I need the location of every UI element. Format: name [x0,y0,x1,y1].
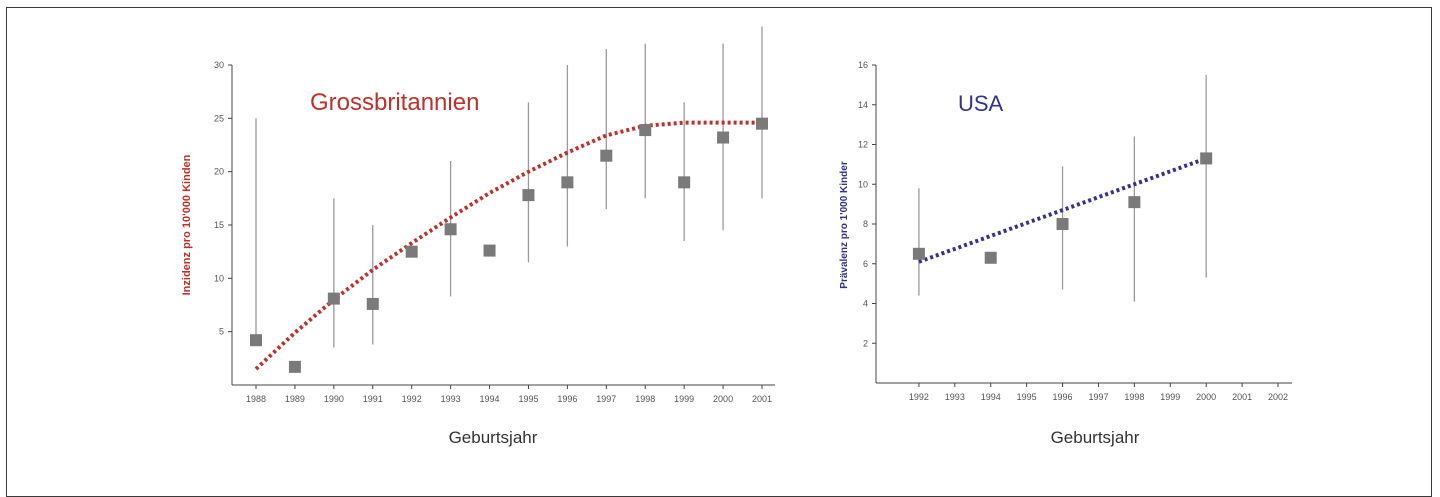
usa-x-tick-label: 1994 [981,392,1001,402]
uk-data-point [756,117,768,130]
usa-y-axis-label: Prävalenz pro 1'000 Kinder [839,161,850,289]
uk-data-point [366,297,379,310]
uk-data-point [600,149,613,162]
usa-y-tick-label: 8 [863,219,868,229]
uk-data-point [483,244,496,257]
uk-y-axis-label: Inzidenz pro 10'000 Kinden [181,154,193,295]
usa-x-tick-label: 1992 [909,392,929,402]
usa-y-tick-label: 12 [858,140,868,150]
usa-x-tick-label: 2000 [1196,392,1216,402]
usa-x-tick-label: 1996 [1053,392,1073,402]
uk-y-tick-label: 15 [214,220,224,230]
figure-canvas: Grossbritannien Inzidenz pro 10'000 Kind… [181,26,1292,447]
uk-x-tick-label: 1991 [363,394,383,404]
uk-chart: Grossbritannien Inzidenz pro 10'000 Kind… [181,26,775,447]
uk-x-axis-label: Geburtsjahr [449,428,538,447]
usa-y-tick-label: 10 [858,179,868,189]
uk-y-tick-label: 20 [214,167,224,177]
usa-trend-line [918,156,1207,264]
uk-x-tick-label: 2001 [752,394,772,404]
usa-x-tick-label: 2001 [1232,392,1252,402]
uk-data-point [639,124,652,137]
uk-x-tick-label: 1990 [324,394,344,404]
uk-data-point [717,131,730,144]
uk-x-tick-label: 1989 [285,394,305,404]
uk-x-tick-label: 1988 [246,394,266,404]
usa-y-tick-label: 2 [863,338,868,348]
usa-data-point [912,247,925,260]
usa-x-tick-label: 1995 [1017,392,1037,402]
usa-data-point [1200,152,1213,165]
usa-x-tick-label: 1998 [1124,392,1144,402]
usa-x-tick-label: 1993 [945,392,965,402]
uk-x-tick-label: 1994 [480,394,500,404]
usa-x-tick-label: 1999 [1160,392,1180,402]
usa-x-axis-label: Geburtsjahr [1051,428,1140,447]
usa-data-point [984,251,997,264]
uk-y-tick-label: 25 [214,113,224,123]
uk-data-point [678,176,691,189]
uk-data-point [444,223,457,236]
usa-data-point [1128,196,1141,209]
usa-y-tick-label: 4 [863,299,868,309]
uk-x-tick-label: 1999 [674,394,694,404]
uk-data-point [522,189,535,202]
usa-x-tick-label: 1997 [1088,392,1108,402]
uk-data-point [405,245,418,258]
usa-x-tick-label: 2002 [1268,392,1288,402]
uk-x-tick-label: 2000 [713,394,733,404]
uk-y-tick-label: 10 [214,273,224,283]
uk-x-tick-label: 1996 [557,394,577,404]
uk-data-point [327,292,340,305]
usa-chart: USA Prävalenz pro 1'000 Kinder Geburtsja… [839,60,1292,447]
usa-y-tick-label: 6 [863,259,868,269]
uk-x-tick-label: 1993 [441,394,461,404]
uk-x-tick-label: 1992 [402,394,422,404]
uk-x-tick-label: 1995 [518,394,538,404]
uk-y-tick-label: 5 [219,327,224,337]
uk-x-tick-label: 1998 [635,394,655,404]
uk-data-point [561,176,574,189]
usa-y-tick-label: 16 [858,60,868,70]
usa-chart-title: USA [958,91,1004,116]
uk-trend-line [254,120,762,371]
uk-chart-title: Grossbritannien [310,89,479,116]
uk-x-tick-label: 1997 [596,394,616,404]
uk-data-point [250,334,262,347]
uk-data-point [288,360,301,373]
usa-y-tick-label: 14 [858,100,868,110]
usa-data-point [1056,218,1069,230]
uk-y-tick-label: 30 [214,60,224,70]
